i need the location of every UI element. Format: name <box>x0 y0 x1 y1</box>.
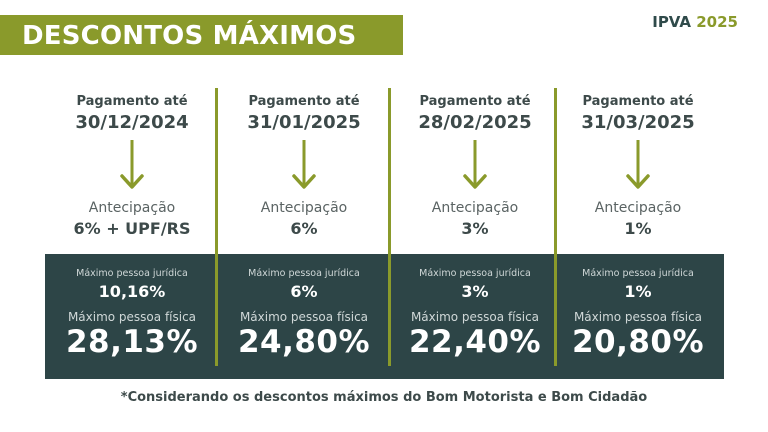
arrow-down-icon <box>463 140 487 189</box>
individual-label: Máximo pessoa física <box>410 310 540 324</box>
payment-date: 31/01/2025 <box>247 112 361 133</box>
individual-label: Máximo pessoa física <box>67 310 197 324</box>
legal-entity-label: Máximo pessoa jurídica <box>248 268 360 279</box>
footnote: *Considerando os descontos máximos do Bo… <box>120 390 648 405</box>
arrow-down-icon <box>626 140 650 189</box>
column-divider <box>215 88 218 366</box>
individual-label: Máximo pessoa física <box>573 310 703 324</box>
advance-value: 1% <box>624 219 652 238</box>
arrow-down-icon <box>120 140 144 189</box>
arrow-down-icon <box>292 140 316 189</box>
legal-entity-label: Máximo pessoa jurídica <box>76 268 188 279</box>
column-divider <box>554 88 557 366</box>
payment-date: 30/12/2024 <box>75 112 189 133</box>
individual-value: 24,80% <box>237 324 371 360</box>
individual-label: Máximo pessoa física <box>239 310 369 324</box>
advance-label: Antecipação <box>431 200 519 216</box>
individual-value: 20,80% <box>571 324 705 360</box>
legal-entity-value: 6% <box>290 282 318 301</box>
legal-entity-value: 1% <box>624 282 652 301</box>
payment-date: 28/02/2025 <box>418 112 532 133</box>
advance-value: 3% <box>461 219 489 238</box>
advance-value: 6% + UPF/RS <box>73 219 191 238</box>
individual-value: 22,40% <box>408 324 542 360</box>
legal-entity-label: Máximo pessoa jurídica <box>582 268 694 279</box>
individual-value: 28,13% <box>65 324 199 360</box>
advance-label: Antecipação <box>88 200 176 216</box>
advance-label: Antecipação <box>260 200 348 216</box>
legal-entity-label: Máximo pessoa jurídica <box>419 268 531 279</box>
page-title: DESCONTOS MÁXIMOS <box>22 21 357 51</box>
legal-entity-value: 10,16% <box>98 282 166 301</box>
payment-label: Pagamento até <box>76 94 188 109</box>
title-band <box>0 15 403 55</box>
advance-label: Antecipação <box>594 200 682 216</box>
ipva-badge: IPVA 2025 <box>652 13 738 31</box>
advance-value: 6% <box>290 219 318 238</box>
payment-label: Pagamento até <box>248 94 360 109</box>
payment-label: Pagamento até <box>419 94 531 109</box>
column-divider <box>388 88 391 366</box>
ipva-year: 2025 <box>696 13 738 31</box>
payment-label: Pagamento até <box>582 94 694 109</box>
ipva-label: IPVA <box>652 13 692 31</box>
max-discount-panel <box>45 254 724 379</box>
legal-entity-value: 3% <box>461 282 489 301</box>
payment-date: 31/03/2025 <box>581 112 695 133</box>
